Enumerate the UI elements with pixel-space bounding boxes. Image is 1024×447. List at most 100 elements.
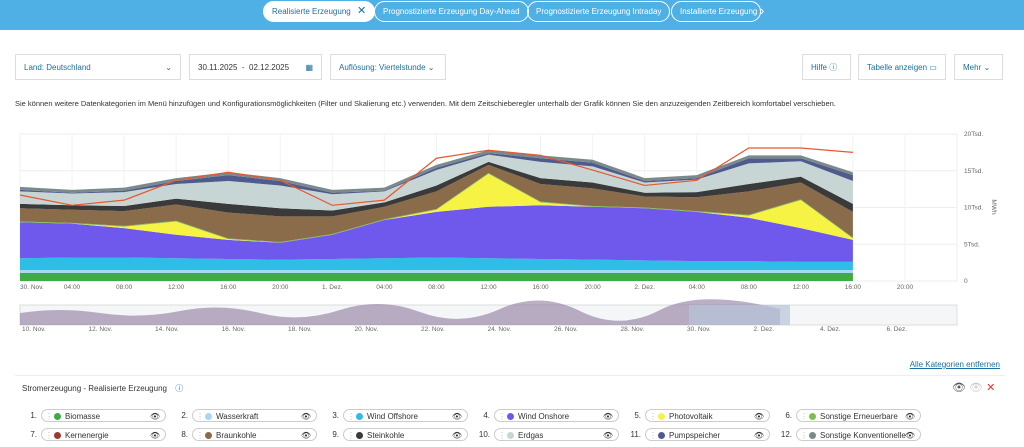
visibility-toggle[interactable]: 👁 (451, 412, 462, 421)
legend-number: 5. (634, 411, 641, 420)
legend-label: Pumpspeicher (669, 431, 721, 440)
visibility-toggle[interactable]: 👁 (753, 412, 764, 421)
x-tick-label: 08:00 (741, 284, 758, 291)
drag-handle[interactable]: ⋮ (347, 431, 355, 440)
area (20, 269, 853, 273)
visibility-toggle[interactable]: 👁 (300, 431, 311, 440)
x-tick-label: 16:00 (532, 284, 549, 291)
drag-handle[interactable]: ⋮ (196, 412, 204, 421)
navigator-label: 28. Nov. (621, 326, 645, 333)
legend-swatch (356, 432, 363, 439)
legend-chip[interactable]: ⋮ Erdgas 👁 (494, 428, 619, 441)
legend-chip[interactable]: ⋮ Photovoltaik 👁 (645, 409, 770, 422)
x-tick-label: 20:00 (584, 284, 601, 291)
tab[interactable]: Realisierte Erzeugung ✕ (263, 1, 376, 22)
legend-chip[interactable]: ⋮ Steinkohle 👁 (343, 428, 468, 441)
legend-chip[interactable]: ⋮ Pumpspeicher 👁 (645, 428, 770, 441)
area (20, 150, 853, 193)
visibility-toggle[interactable]: 👁 (451, 431, 462, 440)
tab[interactable]: Prognostizierte Erzeugung Day-Ahead (374, 1, 529, 22)
help-button[interactable]: Hilfe ⓘ (802, 54, 851, 80)
legend-label: Steinkohle (367, 431, 405, 440)
visibility-toggle[interactable]: 👁 (149, 431, 160, 440)
visibility-toggle[interactable]: 👁 (904, 412, 915, 421)
legend-chip[interactable]: ⋮ Wasserkraft 👁 (192, 409, 317, 422)
legend-number: 8. (181, 430, 188, 439)
navigator-label: 10. Nov. (22, 326, 46, 333)
close-icon[interactable]: ✕ (356, 5, 367, 17)
legend-item: 7. ⋮ Kernenergie 👁 (24, 428, 166, 441)
date-range[interactable]: 30.11.2025 - 02.12.2025 ▦ (189, 54, 322, 80)
drag-handle[interactable]: ⋮ (498, 412, 506, 421)
y-tick-label: 10Tsd. (964, 205, 983, 212)
remove-all[interactable]: ✕ (986, 382, 996, 394)
remove-all-link[interactable]: Alle Kategorien entfernen (909, 360, 1000, 369)
y-tick-label: 0 (964, 278, 968, 285)
legend-number: 12. (780, 430, 792, 439)
legend-title: Stromerzeugung - Realisierte Erzeugung ⓘ (22, 383, 183, 394)
scroll-arrow[interactable]: › (760, 3, 765, 18)
country-select[interactable]: Land: Deutschland ⌄ (15, 54, 181, 80)
visibility-toggle[interactable]: 👁 (300, 412, 311, 421)
x-tick-label: 16:00 (220, 284, 237, 291)
date-from: 30.11.2025 (198, 63, 238, 72)
legend-item: 9. ⋮ Steinkohle 👁 (326, 428, 468, 441)
drag-handle[interactable]: ⋮ (800, 412, 808, 421)
tab[interactable]: Installierte Erzeugung (671, 1, 761, 22)
legend-chip[interactable]: ⋮ Wind Offshore 👁 (343, 409, 468, 422)
drag-handle[interactable]: ⋮ (347, 412, 355, 421)
visibility-toggle[interactable]: 👁 (149, 412, 160, 421)
legend-number: 9. (332, 430, 339, 439)
navigator-label: 20. Nov. (355, 326, 379, 333)
visibility-toggle[interactable]: 👁 (602, 412, 613, 421)
legend-item: 6. ⋮ Sonstige Erneuerbare 👁 (779, 409, 921, 422)
legend-label: Wind Onshore (518, 412, 570, 421)
legend-swatch (507, 432, 514, 439)
x-tick-label: 12:00 (168, 284, 185, 291)
legend-chip[interactable]: ⋮ Sonstige Erneuerbare 👁 (796, 409, 921, 422)
drag-handle[interactable]: ⋮ (45, 412, 53, 421)
x-tick-label: 12:00 (480, 284, 497, 291)
resolution-select[interactable]: Auflösung: Viertelstunde ⌄ (330, 54, 446, 80)
hide-all[interactable]: 👁 (969, 382, 983, 394)
legend-chip[interactable]: ⋮ Braunkohle 👁 (192, 428, 317, 441)
drag-handle[interactable]: ⋮ (498, 431, 506, 440)
x-tick-label: 16:00 (845, 284, 862, 291)
x-tick-label: 20:00 (272, 284, 289, 291)
tab-label: Realisierte Erzeugung (272, 7, 351, 16)
tab[interactable]: Prognostizierte Erzeugung Intraday (527, 1, 671, 22)
drag-handle[interactable]: ⋮ (800, 431, 808, 440)
legend-number: 1. (30, 411, 37, 420)
area (20, 257, 853, 270)
legend-chip[interactable]: ⋮ Sonstige Konventionelle 👁 (796, 428, 921, 441)
legend-number: 3. (332, 411, 339, 420)
legend-number: 4. (483, 411, 490, 420)
table-button[interactable]: Tabelle anzeigen ▭ (858, 54, 946, 80)
legend-number: 2. (181, 411, 188, 420)
visibility-toggle[interactable]: 👁 (602, 431, 613, 440)
navigator-label: 14. Nov. (155, 326, 179, 333)
button-label: Tabelle anzeigen (867, 63, 928, 72)
drag-handle[interactable]: ⋮ (649, 412, 657, 421)
legend-chip[interactable]: ⋮ Wind Onshore 👁 (494, 409, 619, 422)
show-all[interactable]: 👁 (952, 382, 966, 394)
legend-swatch (658, 413, 665, 420)
legend-item: 11. ⋮ Pumpspeicher 👁 (628, 428, 770, 441)
navigator-preview (20, 299, 780, 325)
legend-chip[interactable]: ⋮ Kernenergie 👁 (41, 428, 166, 441)
drag-handle[interactable]: ⋮ (649, 431, 657, 440)
legend-item: 10. ⋮ Erdgas 👁 (477, 428, 619, 441)
legend-item: 8. ⋮ Braunkohle 👁 (175, 428, 317, 441)
legend-label: Sonstige Konventionelle (820, 431, 906, 440)
legend-chip[interactable]: ⋮ Biomasse 👁 (41, 409, 166, 422)
y-tick-label: 20Tsd. (964, 131, 983, 138)
drag-handle[interactable]: ⋮ (196, 431, 204, 440)
info-icon[interactable]: ⓘ (175, 384, 184, 393)
select-label: Auflösung: Viertelstunde (339, 63, 426, 72)
more-button[interactable]: Mehr ⌄ (954, 54, 1003, 80)
visibility-toggle[interactable]: 👁 (904, 431, 915, 440)
drag-handle[interactable]: ⋮ (45, 431, 53, 440)
visibility-toggle[interactable]: 👁 (753, 431, 764, 440)
legend-label: Wind Offshore (367, 412, 418, 421)
area (20, 154, 853, 211)
